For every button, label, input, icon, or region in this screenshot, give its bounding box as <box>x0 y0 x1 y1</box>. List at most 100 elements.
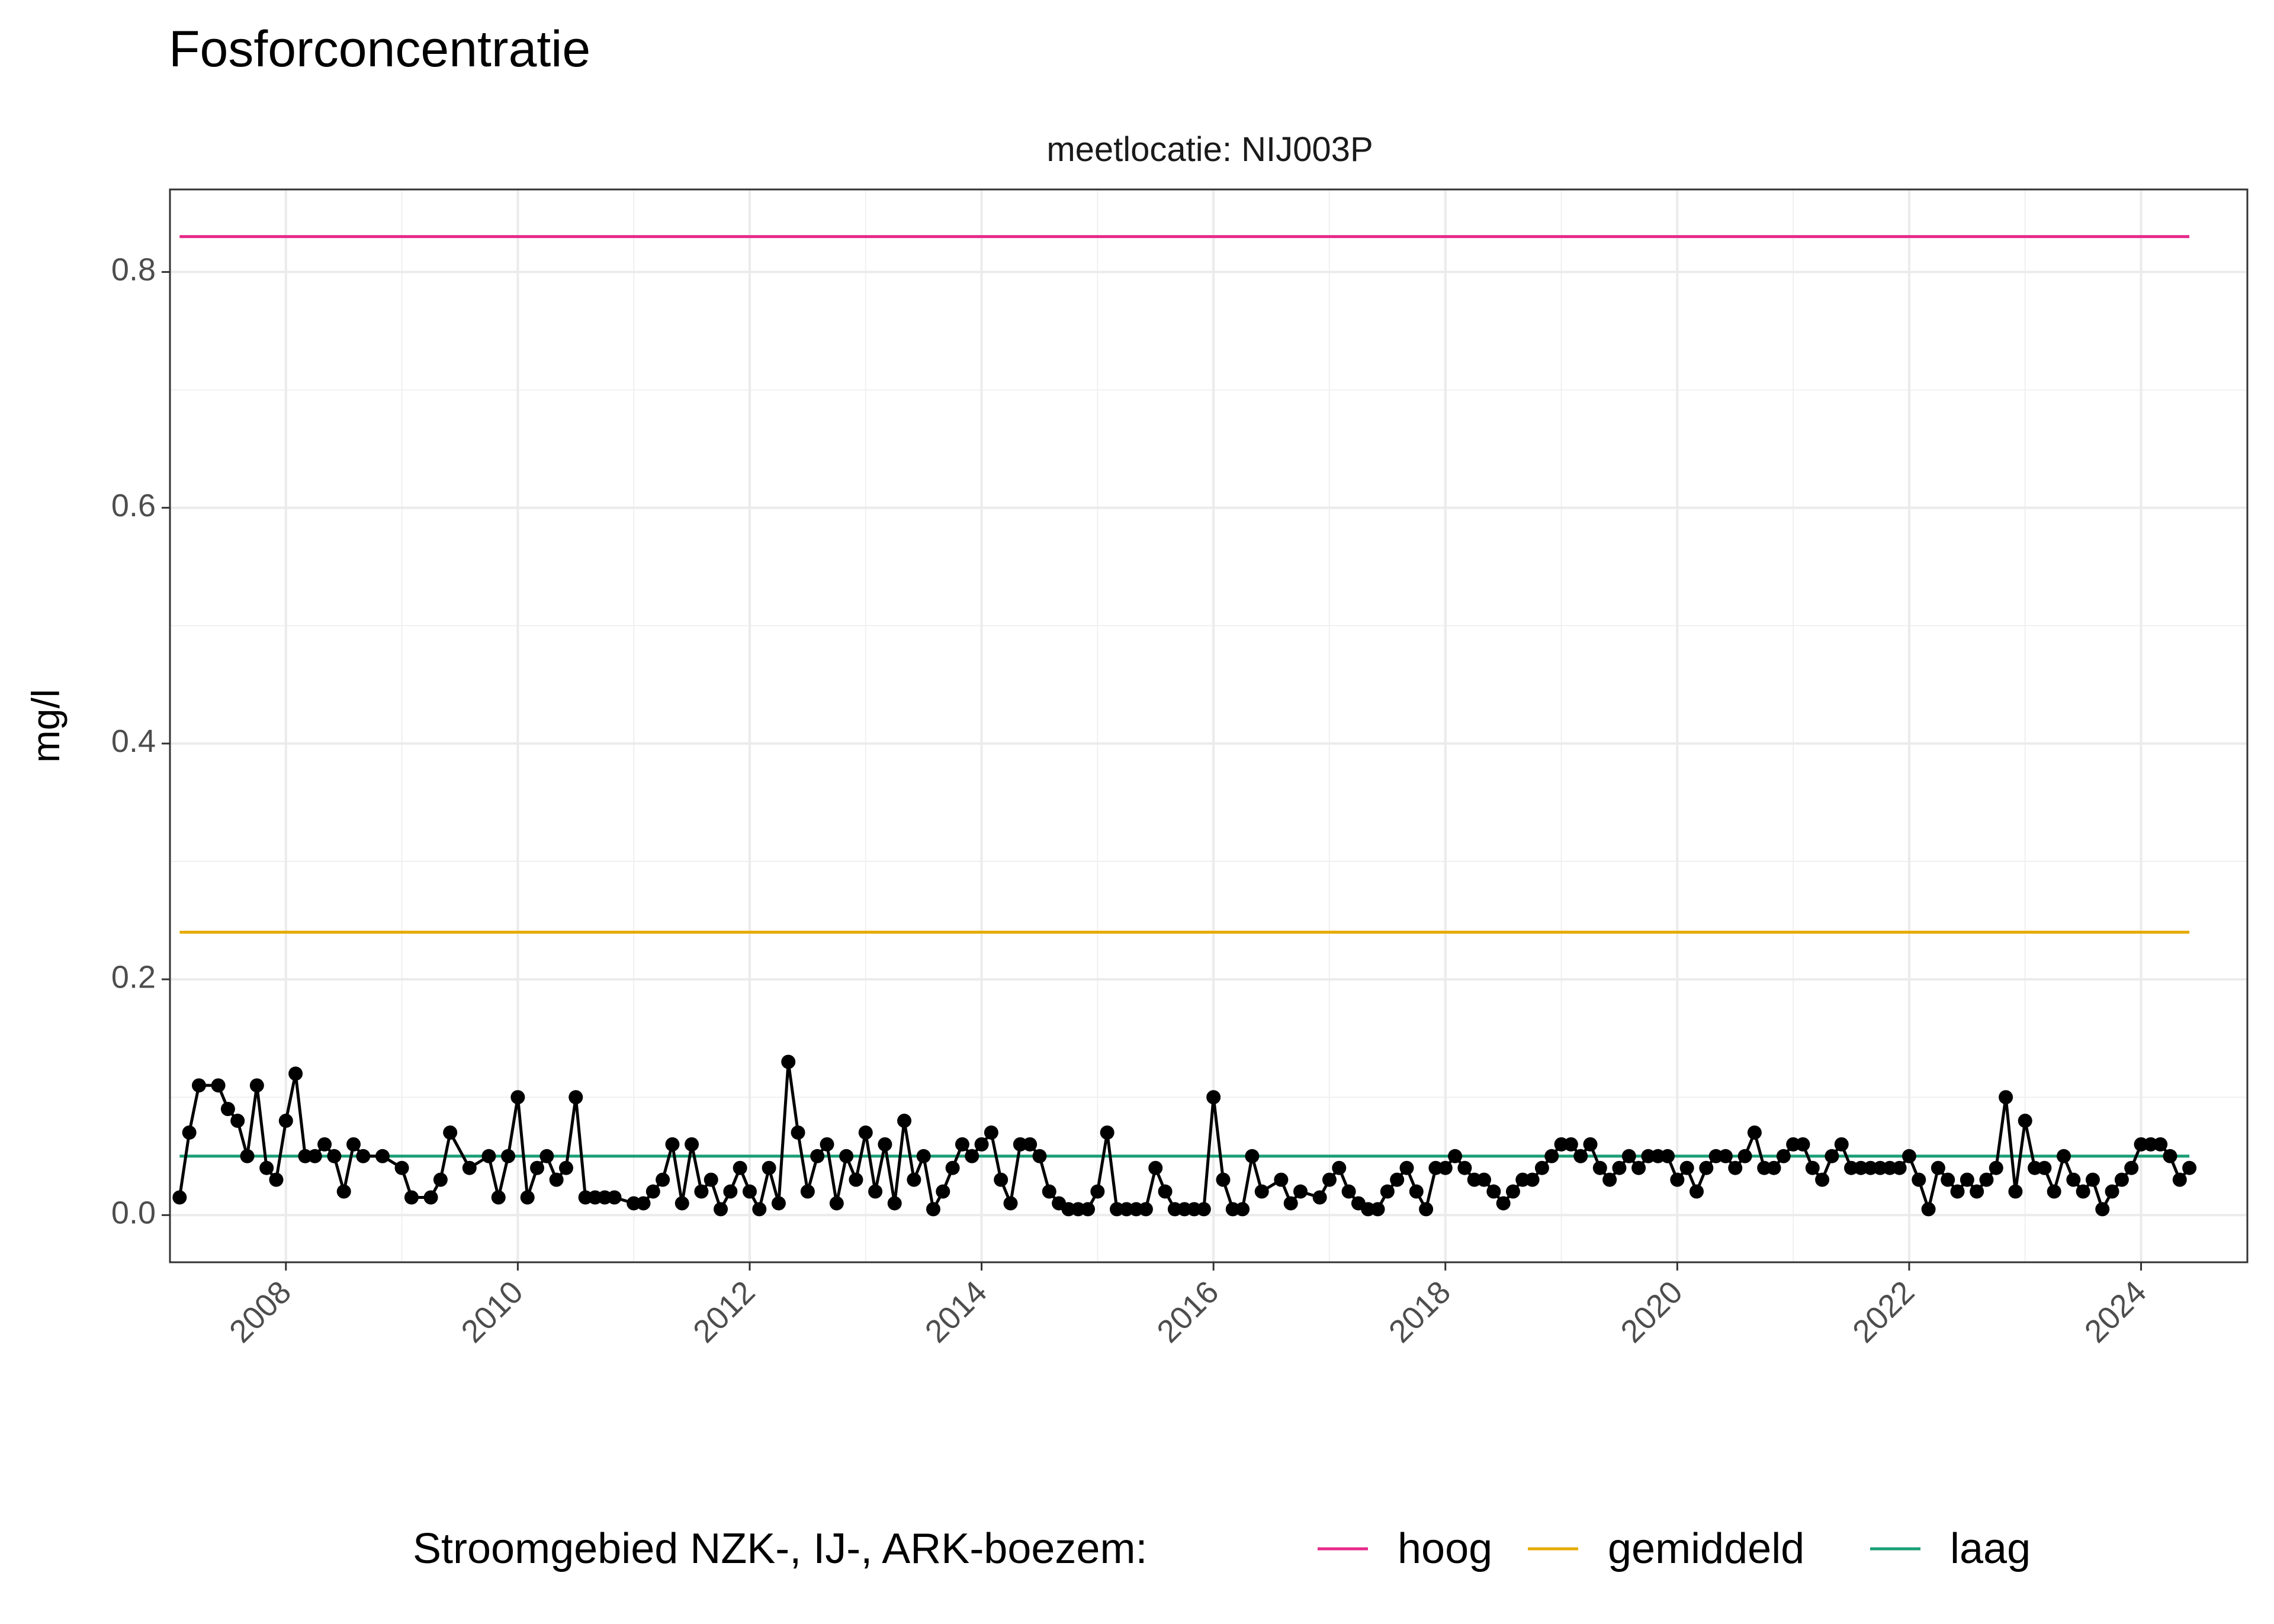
data-point <box>1679 1160 1694 1175</box>
data-point <box>558 1160 573 1175</box>
data-point <box>781 1054 796 1069</box>
data-point <box>1631 1160 1646 1175</box>
data-point <box>462 1160 477 1175</box>
data-point <box>656 1172 670 1187</box>
data-point <box>916 1149 931 1163</box>
y-axis: 0.0 0.2 0.4 0.6 0.8 <box>111 252 170 1231</box>
y-tick-label: 0.0 <box>111 1195 156 1231</box>
data-point <box>2163 1149 2177 1163</box>
data-point <box>1621 1149 1636 1163</box>
legend-label-laag: laag <box>1950 1525 2031 1572</box>
data-point <box>1196 1202 1211 1217</box>
data-point <box>1931 1160 1945 1175</box>
data-point <box>1293 1184 1308 1199</box>
data-point <box>1477 1172 1492 1187</box>
data-point <box>685 1137 699 1152</box>
data-point <box>1825 1149 1839 1163</box>
data-point <box>1534 1160 1549 1175</box>
y-axis-label: mg/l <box>24 689 68 763</box>
data-point <box>1322 1172 1337 1187</box>
data-point <box>1081 1202 1096 1217</box>
data-point <box>694 1184 709 1199</box>
data-point <box>172 1190 187 1205</box>
data-point <box>771 1196 786 1211</box>
data-point <box>1390 1172 1405 1187</box>
data-point <box>1003 1196 1018 1211</box>
data-point <box>346 1137 361 1152</box>
data-point <box>394 1160 409 1175</box>
data-point <box>1254 1184 1269 1199</box>
data-point <box>810 1149 825 1163</box>
data-point <box>926 1202 940 1217</box>
data-point <box>714 1202 728 1217</box>
data-point <box>1912 1172 1926 1187</box>
data-point <box>2008 1184 2023 1199</box>
data-point <box>568 1090 583 1105</box>
data-point <box>829 1196 844 1211</box>
data-point <box>839 1149 854 1163</box>
data-point <box>2105 1184 2119 1199</box>
legend-title: Stroomgebied NZK-, IJ-, ARK-boezem: <box>413 1525 1147 1572</box>
data-point <box>288 1066 303 1081</box>
data-point <box>1312 1190 1327 1205</box>
facet-label: meetlocatie: NIJ003P <box>1046 130 1373 169</box>
data-point <box>1274 1172 1289 1187</box>
data-point <box>1612 1160 1627 1175</box>
data-point <box>1689 1184 1704 1199</box>
data-point <box>868 1184 883 1199</box>
data-point <box>742 1184 757 1199</box>
data-point <box>1419 1202 1434 1217</box>
data-point <box>1999 1090 2013 1105</box>
data-point <box>2114 1172 2129 1187</box>
data-point <box>1448 1149 1463 1163</box>
data-point <box>1563 1137 1578 1152</box>
data-point <box>1206 1090 1221 1105</box>
data-point <box>1216 1172 1231 1187</box>
y-tick-label: 0.4 <box>111 723 156 759</box>
data-point <box>549 1172 564 1187</box>
data-point <box>1032 1149 1047 1163</box>
data-point <box>375 1149 390 1163</box>
data-point <box>820 1137 834 1152</box>
data-point <box>849 1172 863 1187</box>
data-point <box>1796 1137 1810 1152</box>
data-point <box>1138 1202 1153 1217</box>
data-point <box>1979 1172 1994 1187</box>
data-point <box>762 1160 776 1175</box>
data-point <box>2037 1160 2052 1175</box>
data-point <box>1747 1125 1762 1140</box>
data-point <box>752 1202 767 1217</box>
data-point <box>636 1196 651 1211</box>
series-points <box>172 1054 2197 1217</box>
data-point <box>1602 1172 1617 1187</box>
data-point <box>675 1196 689 1211</box>
data-point <box>249 1078 264 1093</box>
data-point <box>1457 1160 1472 1175</box>
legend: Stroomgebied NZK-, IJ-, ARK-boezem: hoog… <box>413 1525 2031 1572</box>
data-point <box>1805 1160 1820 1175</box>
data-point <box>1921 1202 1936 1217</box>
data-point <box>1902 1149 1916 1163</box>
data-point <box>1592 1160 1607 1175</box>
data-point <box>539 1149 554 1163</box>
data-point <box>1380 1184 1395 1199</box>
chart-title: Fosforconcentratie <box>169 21 590 78</box>
data-point <box>2018 1114 2032 1128</box>
data-point <box>491 1190 506 1205</box>
data-point <box>945 1160 960 1175</box>
data-point <box>1341 1184 1356 1199</box>
data-point <box>1042 1184 1056 1199</box>
y-tick-label: 0.6 <box>111 488 156 523</box>
data-point <box>1941 1172 1955 1187</box>
data-point <box>2056 1149 2071 1163</box>
grid-major <box>170 189 2247 1262</box>
data-point <box>1892 1160 1907 1175</box>
data-point <box>1737 1149 1752 1163</box>
data-point <box>1100 1125 1114 1140</box>
data-point <box>1438 1160 1453 1175</box>
data-point <box>1544 1149 1559 1163</box>
data-point <box>791 1125 805 1140</box>
data-point <box>2066 1172 2081 1187</box>
data-point <box>887 1196 902 1211</box>
